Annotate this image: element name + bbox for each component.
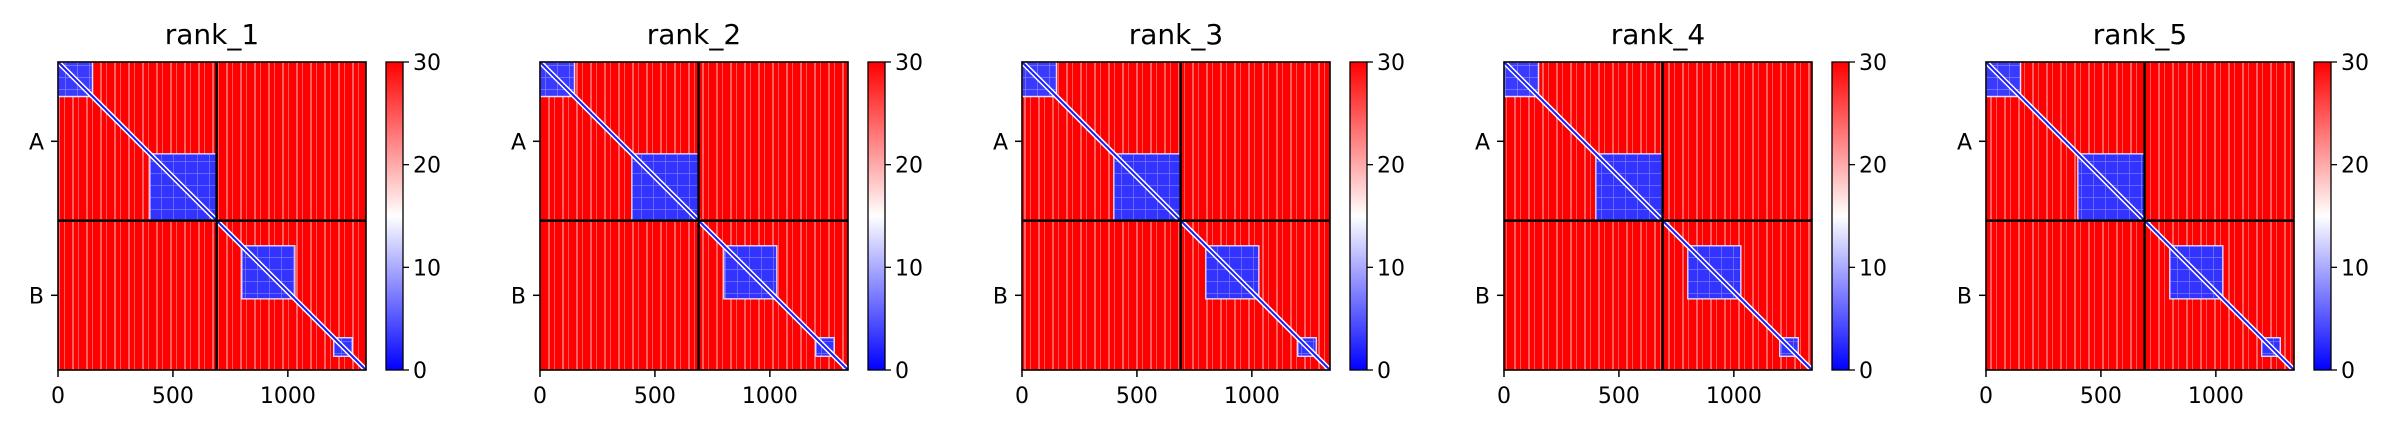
panel-title: rank_5 [2093, 18, 2187, 51]
colorbar-tick-label: 0 [895, 359, 909, 384]
panel-rank_4: rank_4 0 500 1000 A B 0 10 20 30 [1475, 18, 1887, 409]
x-tick-label: 1000 [1224, 384, 1280, 409]
plot-frame [1503, 61, 1813, 371]
panel-rank_3: rank_3 0 500 1000 A B 0 10 20 30 [993, 18, 1405, 409]
chain-label-B: B [1957, 284, 1972, 309]
colorbar-tick-label: 20 [413, 154, 441, 179]
chain-label-A: A [993, 130, 1008, 155]
x-tick-label: 0 [1497, 384, 1511, 409]
panel-rank_5: rank_5 0 500 1000 A B 0 10 20 30 [1957, 18, 2369, 409]
colorbar-tick-label: 0 [413, 359, 427, 384]
plot-frame [1985, 61, 2295, 371]
diagonal-line [1021, 61, 1331, 371]
chain-label-A: A [29, 130, 44, 155]
colorbar [386, 62, 403, 370]
diagonal-line [539, 61, 849, 371]
x-tick-label: 500 [152, 384, 194, 409]
x-tick-label: 1000 [1706, 384, 1762, 409]
colorbar-tick-label: 30 [1859, 51, 1887, 76]
plot-frame [1021, 61, 1331, 371]
chain-label-B: B [511, 284, 526, 309]
panel-title: rank_2 [647, 18, 741, 51]
colorbar-frame [2313, 61, 2332, 371]
colorbar-frame [867, 61, 886, 371]
colorbar-frame [1349, 61, 1368, 371]
x-tick-label: 1000 [260, 384, 316, 409]
colorbar-tick-label: 20 [1377, 154, 1405, 179]
x-tick-label: 500 [1116, 384, 1158, 409]
colorbar [2314, 62, 2331, 370]
diagonal-line [1503, 61, 1813, 371]
x-tick-label: 0 [1979, 384, 1993, 409]
plot-frame [539, 61, 849, 371]
colorbar-tick-label: 30 [895, 51, 923, 76]
x-tick-label: 500 [634, 384, 676, 409]
colorbar-tick-label: 10 [413, 256, 441, 281]
chain-label-A: A [511, 130, 526, 155]
x-tick-label: 500 [1598, 384, 1640, 409]
chain-label-B: B [1475, 284, 1490, 309]
colorbar-tick-label: 10 [1859, 256, 1887, 281]
colorbar [1832, 62, 1849, 370]
colorbar-tick-label: 30 [413, 51, 441, 76]
colorbar [1350, 62, 1367, 370]
colorbar-tick-label: 30 [2341, 51, 2369, 76]
colorbar-tick-label: 0 [1377, 359, 1391, 384]
colorbar-tick-label: 20 [2341, 154, 2369, 179]
x-tick-label: 500 [2080, 384, 2122, 409]
panel-title: rank_1 [165, 18, 259, 51]
colorbar [868, 62, 885, 370]
colorbar-tick-label: 30 [1377, 51, 1405, 76]
x-tick-label: 0 [1015, 384, 1029, 409]
x-tick-label: 1000 [742, 384, 798, 409]
colorbar-tick-label: 20 [895, 154, 923, 179]
colorbar-tick-label: 0 [2341, 359, 2355, 384]
chain-label-A: A [1957, 130, 1972, 155]
diagonal-line [1985, 61, 2295, 371]
colorbar-frame [1831, 61, 1850, 371]
colorbar-tick-label: 10 [895, 256, 923, 281]
plot-frame [57, 61, 367, 371]
chain-label-B: B [993, 284, 1008, 309]
panel-title: rank_4 [1611, 18, 1705, 51]
chain-label-B: B [29, 284, 44, 309]
colorbar-tick-label: 10 [2341, 256, 2369, 281]
colorbar-frame [385, 61, 404, 371]
x-tick-label: 0 [533, 384, 547, 409]
panel-rank_1: rank_1 0 500 1000 A B 0 10 20 30 [29, 18, 441, 409]
chain-label-A: A [1475, 130, 1490, 155]
x-tick-label: 1000 [2188, 384, 2244, 409]
panel-title: rank_3 [1129, 18, 1223, 51]
x-tick-label: 0 [51, 384, 65, 409]
diagonal-line [57, 61, 367, 371]
colorbar-tick-label: 20 [1859, 154, 1887, 179]
colorbar-tick-label: 0 [1859, 359, 1873, 384]
colorbar-tick-label: 10 [1377, 256, 1405, 281]
panel-rank_2: rank_2 0 500 1000 A B 0 10 20 30 [511, 18, 923, 409]
